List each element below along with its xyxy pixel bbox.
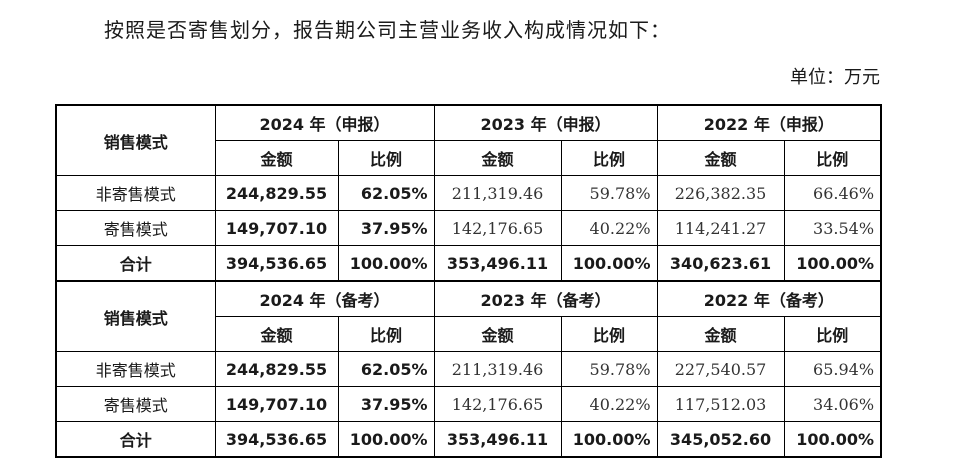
amount-cell: 244,829.55 bbox=[214, 351, 339, 387]
ratio-header-cell: 比例 bbox=[560, 316, 658, 352]
ratio-cell: 37.95% bbox=[337, 386, 435, 422]
ratio-cell: 100.00% bbox=[337, 421, 435, 458]
ratio-cell: 100.00% bbox=[783, 245, 883, 282]
total-row: 合计 394,536.65 100.00% 353,496.11 100.00%… bbox=[55, 245, 883, 282]
sub-header-row: 金额 比例 金额 比例 金额 比例 bbox=[56, 316, 883, 352]
table-row: 寄售模式 149,707.10 37.95% 142,176.65 40.22%… bbox=[55, 210, 883, 246]
amount-cell: 226,382.35 bbox=[656, 175, 785, 211]
table-row: 非寄售模式 244,829.55 62.05% 211,319.46 59.78… bbox=[55, 175, 883, 211]
amount-header-cell: 金额 bbox=[656, 140, 785, 176]
period-header-cell: 2024 年（备考） bbox=[214, 280, 435, 317]
row-header-cell: 销售模式 bbox=[55, 104, 216, 176]
amount-cell: 211,319.46 bbox=[433, 175, 562, 211]
amount-header-cell: 金额 bbox=[214, 316, 339, 352]
row-label-cell: 非寄售模式 bbox=[55, 351, 216, 387]
period-header-cell: 2023 年（备考） bbox=[433, 280, 658, 317]
amount-cell: 211,319.46 bbox=[433, 351, 562, 387]
intro-paragraph: 按照是否寄售划分，报告期公司主营业务收入构成情况如下： bbox=[104, 18, 671, 42]
ratio-cell: 100.00% bbox=[560, 245, 658, 282]
amount-cell: 345,052.60 bbox=[656, 421, 785, 458]
period-header-cell: 2024 年（申报） bbox=[214, 104, 435, 141]
row-label-cell: 寄售模式 bbox=[55, 210, 216, 246]
period-header-cell: 2022 年（备考） bbox=[656, 280, 883, 317]
ratio-cell: 59.78% bbox=[560, 351, 658, 387]
amount-cell: 142,176.65 bbox=[433, 210, 562, 246]
ratio-cell: 37.95% bbox=[337, 210, 435, 246]
section-period-header-row: 销售模式 2024 年（备考） 2023 年（备考） 2022 年（备考） bbox=[55, 280, 883, 352]
amount-cell: 353,496.11 bbox=[433, 245, 562, 282]
amount-cell: 340,623.61 bbox=[656, 245, 785, 282]
row-label-cell: 寄售模式 bbox=[55, 386, 216, 422]
period-header-cell: 2023 年（申报） bbox=[433, 104, 658, 141]
amount-cell: 149,707.10 bbox=[214, 210, 339, 246]
ratio-cell: 65.94% bbox=[783, 351, 883, 387]
row-label-cell: 合计 bbox=[55, 245, 216, 282]
ratio-cell: 62.05% bbox=[337, 351, 435, 387]
ratio-cell: 33.54% bbox=[783, 210, 883, 246]
ratio-cell: 62.05% bbox=[337, 175, 435, 211]
unit-label: 单位：万元 bbox=[790, 67, 880, 88]
row-label-cell: 非寄售模式 bbox=[55, 175, 216, 211]
amount-header-cell: 金额 bbox=[214, 140, 339, 176]
section-period-header-row: 销售模式 2024 年（申报） 2023 年（申报） 2022 年（申报） bbox=[55, 104, 883, 176]
row-label-cell: 合计 bbox=[55, 421, 216, 458]
ratio-cell: 100.00% bbox=[783, 421, 883, 458]
ratio-cell: 100.00% bbox=[560, 421, 658, 458]
amount-header-cell: 金额 bbox=[433, 140, 562, 176]
ratio-cell: 40.22% bbox=[560, 386, 658, 422]
amount-cell: 114,241.27 bbox=[656, 210, 785, 246]
table-row: 寄售模式 149,707.10 37.95% 142,176.65 40.22%… bbox=[55, 386, 883, 422]
amount-cell: 353,496.11 bbox=[433, 421, 562, 458]
ratio-cell: 100.00% bbox=[337, 245, 435, 282]
ratio-cell: 40.22% bbox=[560, 210, 658, 246]
period-header-cell: 2022 年（申报） bbox=[656, 104, 883, 141]
ratio-header-cell: 比例 bbox=[337, 316, 435, 352]
ratio-cell: 59.78% bbox=[560, 175, 658, 211]
revenue-composition-table: 销售模式 2024 年（申报） 2023 年（申报） 2022 年（申报） 金额… bbox=[55, 104, 883, 458]
amount-cell: 394,536.65 bbox=[214, 421, 339, 458]
amount-cell: 149,707.10 bbox=[214, 386, 339, 422]
ratio-cell: 66.46% bbox=[783, 175, 883, 211]
total-row: 合计 394,536.65 100.00% 353,496.11 100.00%… bbox=[55, 421, 883, 458]
amount-header-cell: 金额 bbox=[433, 316, 562, 352]
sub-header-row: 金额 比例 金额 比例 金额 比例 bbox=[56, 140, 883, 176]
ratio-header-cell: 比例 bbox=[560, 140, 658, 176]
ratio-header-cell: 比例 bbox=[783, 140, 883, 176]
amount-cell: 244,829.55 bbox=[214, 175, 339, 211]
table-row: 非寄售模式 244,829.55 62.05% 211,319.46 59.78… bbox=[55, 351, 883, 387]
ratio-header-cell: 比例 bbox=[337, 140, 435, 176]
ratio-cell: 34.06% bbox=[783, 386, 883, 422]
row-header-cell: 销售模式 bbox=[55, 280, 216, 352]
amount-cell: 394,536.65 bbox=[214, 245, 339, 282]
ratio-header-cell: 比例 bbox=[783, 316, 883, 352]
amount-cell: 142,176.65 bbox=[433, 386, 562, 422]
amount-cell: 227,540.57 bbox=[656, 351, 785, 387]
amount-header-cell: 金额 bbox=[656, 316, 785, 352]
amount-cell: 117,512.03 bbox=[656, 386, 785, 422]
